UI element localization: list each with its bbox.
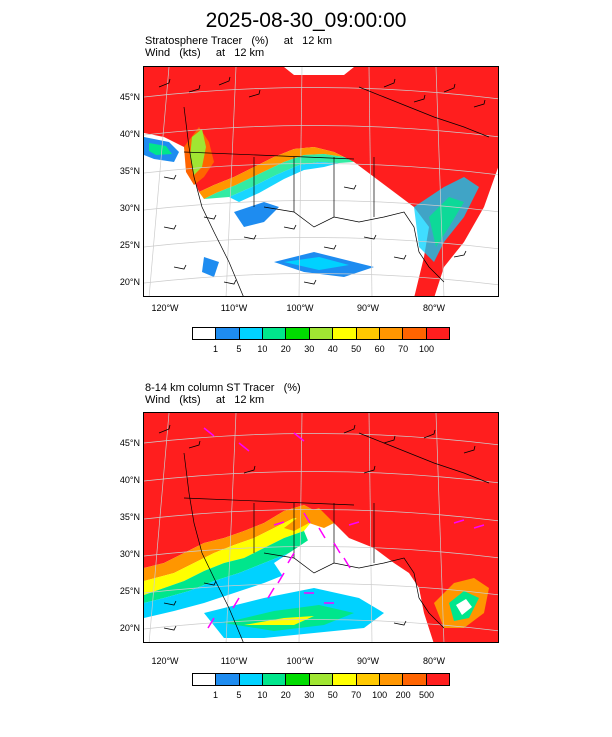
panel1-lat-label: 35°N [119,166,140,176]
colorbar-swatch [403,328,427,339]
panel1-lat-label: 25°N [119,240,140,250]
panel2-lat-label: 40°N [119,475,140,485]
colorbar-tick-label: 30 [304,690,315,700]
panel2-wind-label: Wind (kts) at 12 km [145,394,265,406]
colorbar-tick-label: 5 [236,690,242,700]
panel2-lat-label: 35°N [119,512,140,522]
panel2-lon-label: 90°W [356,656,380,666]
page-title: 2025-08-30_09:00:00 [205,9,407,32]
colorbar-tick-label: 5 [236,344,242,354]
colorbar-tick-label: 50 [351,344,362,354]
panel1-wind-label: Wind (kts) at 12 km [145,47,265,59]
colorbar-swatch [286,328,310,339]
panel2-map-canvas [144,413,498,642]
panel1-lon-label: 110°W [220,303,248,313]
colorbar-tick-label: 1 [212,344,218,354]
colorbar-swatch [239,674,264,685]
panel1-lon-label: 80°W [422,303,446,313]
colorbar-tick-label: 60 [374,344,385,354]
colorbar-swatch [216,674,240,685]
panel1-lat-label: 40°N [119,129,140,139]
panel2-lon-label: 110°W [220,656,248,666]
colorbar-swatch [263,328,287,339]
colorbar-swatch [263,674,287,685]
colorbar-tick-label: 70 [398,344,409,354]
panel1-lon-label: 90°W [356,303,380,313]
panel1-lat-label: 45°N [119,92,140,102]
panel1-map [143,66,499,297]
colorbar-swatch [333,674,357,685]
colorbar-swatch [309,674,334,685]
panel2-lat-label: 25°N [119,586,140,596]
colorbar-swatch [286,674,310,685]
panel1-lat-label: 20°N [119,277,140,287]
colorbar-swatch [309,328,334,339]
panel1-field-label: Stratosphere Tracer (%) at 12 km [145,35,333,47]
panel2-lat-label: 20°N [119,623,140,633]
panel2-lat-label: 30°N [119,549,140,559]
panel1-map-canvas [144,67,498,296]
colorbar-tick-label: 200 [395,690,411,700]
colorbar-swatch [356,328,380,339]
colorbar-tick-label: 500 [419,690,435,700]
colorbar-tick-label: 10 [257,344,268,354]
colorbar-tick-label: 70 [351,690,362,700]
panel1-lon-label: 120°W [151,303,179,313]
panel2-lon-label: 80°W [422,656,446,666]
colorbar-tick-label: 20 [280,344,291,354]
colorbar-tick-label: 100 [419,344,435,354]
colorbar-tick-label: 20 [280,690,291,700]
colorbar-tick-label: 10 [257,690,268,700]
colorbar-tick-label: 40 [327,344,338,354]
panel2-map [143,412,499,643]
panel2-lat-label: 45°N [119,438,140,448]
colorbar-tick-label: 100 [372,690,388,700]
panel1-lat-label: 30°N [119,203,140,213]
colorbar-swatch [239,328,264,339]
colorbar-swatch [216,328,240,339]
colorbar-tick-label: 50 [327,690,338,700]
colorbar-swatch [193,328,217,339]
panel2-colorbar [192,673,450,686]
colorbar-swatch [426,674,449,685]
panel1-lon-label: 100°W [286,303,314,313]
colorbar-swatch [379,328,404,339]
colorbar-tick-label: 30 [304,344,315,354]
colorbar-swatch [333,328,357,339]
colorbar-swatch [193,674,217,685]
panel1-colorbar [192,327,450,340]
colorbar-swatch [426,328,449,339]
panel2-field-label: 8-14 km column ST Tracer (%) [145,382,301,394]
panel2-lon-label: 120°W [151,656,179,666]
colorbar-swatch [379,674,404,685]
panel2-lon-label: 100°W [286,656,314,666]
colorbar-swatch [356,674,380,685]
colorbar-swatch [403,674,427,685]
colorbar-tick-label: 1 [212,690,218,700]
